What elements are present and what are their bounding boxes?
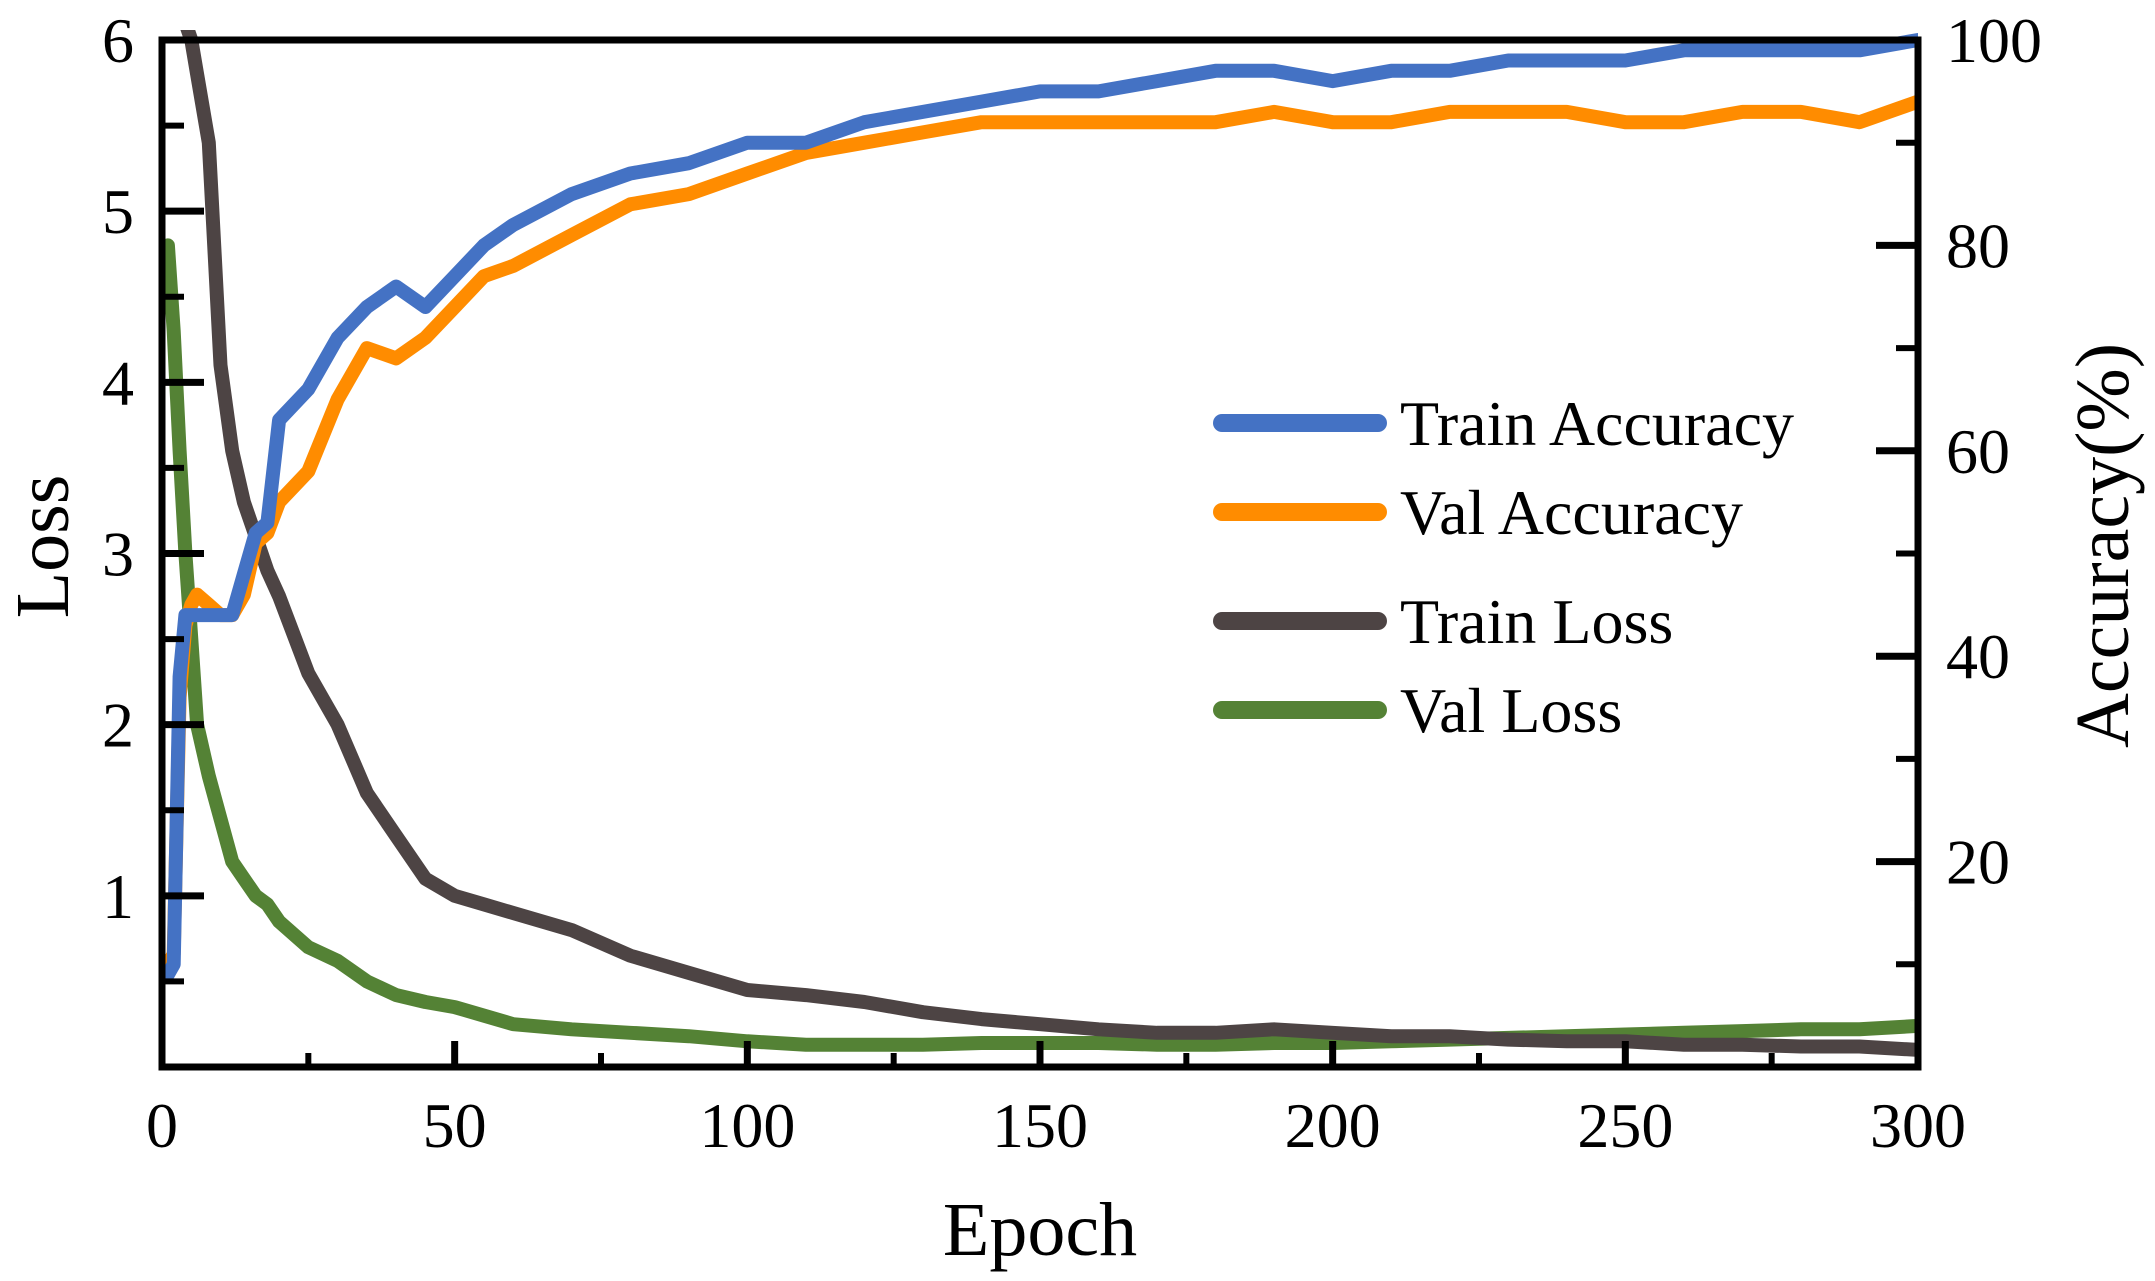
x-tick-label: 200	[1285, 1090, 1381, 1161]
y-left-tick-label: 2	[102, 690, 134, 761]
y-right-tick-label: 100	[1946, 5, 2042, 76]
y-right-tick-label: 60	[1946, 416, 2010, 487]
plot-frame	[158, 36, 1922, 1071]
x-tick-label: 300	[1870, 1090, 1966, 1161]
legend-label-train-loss: Train Loss	[1400, 586, 1673, 657]
series-layer	[162, 30, 1918, 1057]
y-left-tick-label: 5	[102, 176, 134, 247]
x-axis-title: Epoch	[943, 1188, 1137, 1272]
x-tick-label: 250	[1577, 1090, 1673, 1161]
x-tick-label: 50	[423, 1090, 487, 1161]
legend: Train Accuracy Val Accuracy Train Loss Val …	[1213, 388, 1794, 746]
y-left-tick-label: 3	[102, 519, 134, 590]
y-right-axis-title: Accuracy(%)	[2061, 343, 2145, 748]
x-tick-label: 150	[992, 1090, 1088, 1161]
y-right-tick-label: 20	[1946, 827, 2010, 898]
legend-label-train-accuracy: Train Accuracy	[1400, 388, 1794, 459]
series-line-train-loss	[180, 30, 1918, 1057]
y-left-axis-title: Loss	[1, 475, 85, 619]
series-line-train-accuracy	[162, 33, 1918, 982]
axes-layer: 0 50 100 150 200 250 300 1 2 3 4 5 6 20 40 60 80 100 Epoch…	[1, 5, 2145, 1272]
legend-label-val-accuracy: Val Accuracy	[1400, 477, 1743, 548]
legend-label-val-loss: Val Loss	[1400, 675, 1622, 746]
y-left-tick-label: 6	[102, 5, 134, 76]
x-tick-label: 100	[699, 1090, 795, 1161]
y-right-tick-label: 80	[1946, 210, 2010, 281]
y-left-tick-label: 4	[102, 347, 134, 418]
x-tick-label: 0	[146, 1090, 178, 1161]
y-left-tick-label: 1	[102, 861, 134, 932]
y-right-tick-label: 40	[1946, 621, 2010, 692]
